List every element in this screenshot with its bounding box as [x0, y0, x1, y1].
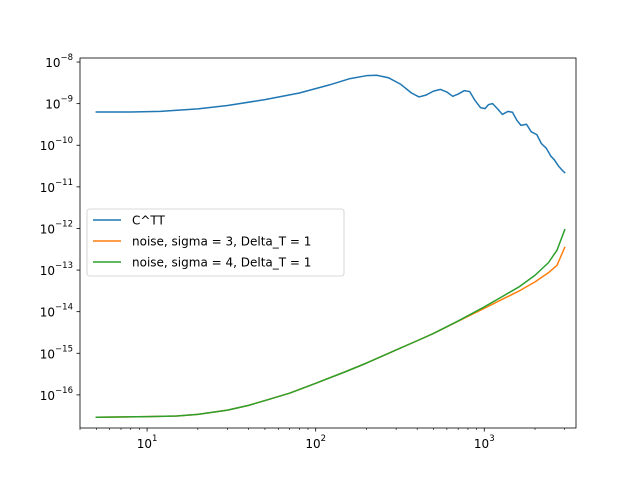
y-tick-label: 10−15: [40, 344, 73, 361]
y-tick-label-exponent: −11: [55, 178, 73, 188]
x-tick-label-exponent: 3: [489, 434, 494, 444]
x-tick-label: 101: [137, 434, 158, 451]
y-tick-label: 10−8: [45, 53, 73, 70]
y-tick-label: 10−9: [45, 95, 73, 112]
y-tick-label-exponent: −8: [60, 53, 73, 63]
legend-label: C^TT: [132, 214, 166, 228]
y-tick-label: 10−11: [40, 178, 73, 195]
y-tick-label-base: 10: [40, 222, 55, 236]
y-tick-label-base: 10: [45, 56, 60, 70]
y-tick-label-exponent: −12: [55, 219, 73, 229]
y-tick-label: 10−10: [40, 136, 73, 153]
y-tick-label-exponent: −9: [60, 95, 73, 105]
legend-label: noise, sigma = 3, Delta_T = 1: [132, 235, 311, 249]
legend: C^TT noise, sigma = 3, Delta_T = 1 noise, …: [86, 208, 345, 277]
x-tick-label-exponent: 1: [152, 434, 157, 444]
axes-frame: [79, 57, 577, 429]
y-tick-label: 10−16: [40, 386, 73, 403]
x-tick-label-base: 10: [305, 437, 320, 451]
series-line-3: [95, 228, 566, 419]
y-tick-label: 10−13: [40, 261, 73, 278]
x-axis: 101 102 103: [79, 428, 566, 451]
y-tick-label-exponent: −14: [55, 303, 73, 313]
y-tick-label-exponent: −13: [55, 261, 73, 271]
y-tick-label-exponent: −10: [55, 136, 73, 146]
legend-label: noise, sigma = 4, Delta_T = 1: [132, 256, 311, 270]
y-tick-label-exponent: −16: [55, 386, 73, 396]
series-line-1: [95, 74, 566, 174]
y-tick-label-base: 10: [45, 98, 60, 112]
y-tick-label-exponent: −15: [55, 344, 73, 354]
y-axis: 10−1610−1510−1410−1310−1210−1110−1010−91…: [40, 53, 80, 403]
x-tick-label-base: 10: [137, 437, 152, 451]
series-layer: [95, 74, 566, 419]
y-tick-label-base: 10: [40, 389, 55, 403]
y-tick-label-base: 10: [40, 347, 55, 361]
y-tick-label-base: 10: [40, 306, 55, 320]
x-tick-label: 102: [305, 434, 326, 451]
x-tick-label-exponent: 2: [321, 434, 326, 444]
x-tick-label-base: 10: [474, 437, 489, 451]
y-tick-label-base: 10: [40, 181, 55, 195]
y-tick-label: 10−12: [40, 219, 73, 236]
legend-box: [86, 208, 345, 277]
x-tick-label: 103: [474, 434, 495, 451]
y-tick-label: 10−14: [40, 303, 73, 320]
y-tick-label-base: 10: [40, 139, 55, 153]
y-tick-label-base: 10: [40, 264, 55, 278]
